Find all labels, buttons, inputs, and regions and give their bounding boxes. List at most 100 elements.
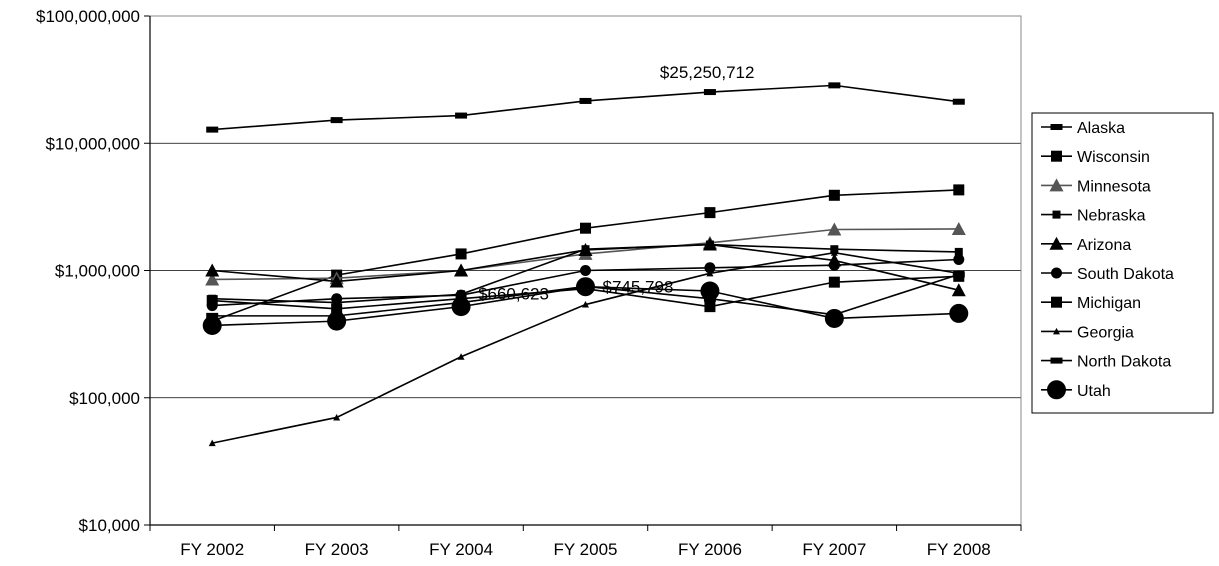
legend-entry: Arizona bbox=[1041, 236, 1131, 254]
point-marker bbox=[578, 242, 593, 256]
legend-entry: Minnesota bbox=[1041, 178, 1151, 195]
point-marker bbox=[582, 301, 589, 308]
point-marker bbox=[455, 112, 468, 119]
legend-label: North Dakota bbox=[1077, 354, 1171, 371]
data-label: $745,798 bbox=[603, 278, 674, 297]
legend-label: South Dakota bbox=[1077, 266, 1174, 283]
point-marker bbox=[454, 263, 469, 277]
point-marker bbox=[828, 276, 840, 288]
point-marker bbox=[576, 277, 595, 297]
point-marker bbox=[580, 222, 591, 234]
x-tick-label: FY 2004 bbox=[429, 540, 493, 559]
point-marker bbox=[327, 311, 347, 331]
legend-entry: Utah bbox=[1041, 380, 1111, 400]
data-annotations: $25,250,712 $745,798 $660,623 bbox=[478, 63, 754, 303]
point-marker bbox=[579, 97, 592, 104]
point-marker bbox=[949, 303, 969, 323]
point-marker bbox=[202, 315, 222, 335]
point-marker bbox=[205, 272, 220, 286]
point-marker bbox=[206, 126, 219, 133]
point-marker bbox=[1050, 357, 1063, 364]
legend-label: Nebraska bbox=[1077, 208, 1146, 225]
point-marker bbox=[828, 189, 840, 201]
y-tick-label: $10,000 bbox=[79, 516, 140, 535]
point-marker bbox=[1047, 380, 1066, 400]
point-marker bbox=[206, 295, 218, 307]
series-line bbox=[212, 84, 959, 131]
point-marker bbox=[702, 237, 717, 251]
x-tick-label: FY 2008 bbox=[927, 540, 991, 559]
point-marker bbox=[208, 439, 216, 447]
point-marker bbox=[827, 222, 842, 236]
point-marker bbox=[455, 248, 467, 260]
legend: Alaska Wisconsin Minnesota Nebraska Arizona S… bbox=[1031, 112, 1214, 414]
point-marker bbox=[828, 259, 840, 271]
point-marker bbox=[703, 89, 716, 96]
legend-entry: Georgia bbox=[1041, 324, 1134, 341]
point-marker bbox=[951, 283, 966, 297]
legend-entry: Nebraska bbox=[1041, 208, 1146, 225]
legend-entry: Alaska bbox=[1041, 120, 1125, 137]
point-marker bbox=[700, 281, 720, 301]
point-marker bbox=[952, 98, 965, 105]
point-marker bbox=[451, 297, 471, 317]
point-marker bbox=[206, 312, 219, 319]
y-tick-label: $100,000 bbox=[69, 389, 140, 408]
point-marker bbox=[704, 262, 716, 274]
data-label: $25,250,712 bbox=[660, 63, 755, 82]
legend-label: Michigan bbox=[1077, 295, 1141, 312]
legend-label: Minnesota bbox=[1077, 178, 1151, 195]
x-tick-label: FY 2005 bbox=[554, 540, 618, 559]
legend-entry: South Dakota bbox=[1041, 266, 1174, 283]
point-marker bbox=[580, 265, 591, 276]
gridlines bbox=[150, 15, 1021, 399]
point-marker bbox=[953, 184, 965, 196]
y-tick-label: $100,000,000 bbox=[36, 7, 140, 26]
point-marker bbox=[331, 303, 343, 315]
legend-label: Arizona bbox=[1077, 237, 1131, 254]
point-marker bbox=[1050, 124, 1063, 130]
legend-label: Utah bbox=[1077, 383, 1111, 400]
x-tick-label: FY 2002 bbox=[180, 540, 244, 559]
point-marker bbox=[457, 353, 465, 360]
point-marker bbox=[953, 254, 965, 266]
point-marker bbox=[704, 207, 716, 219]
point-marker bbox=[1049, 236, 1064, 250]
point-marker bbox=[830, 249, 838, 256]
x-tick-label: FY 2006 bbox=[678, 540, 742, 559]
point-marker bbox=[1049, 178, 1064, 192]
legend-label: Wisconsin bbox=[1077, 149, 1150, 166]
y-tick-label: $1,000,000 bbox=[55, 262, 140, 281]
point-marker bbox=[952, 271, 965, 278]
point-marker bbox=[706, 269, 714, 277]
legend-label: Georgia bbox=[1077, 324, 1134, 341]
legend-entry: Wisconsin bbox=[1041, 149, 1150, 166]
point-marker bbox=[824, 308, 844, 328]
x-tick-label: FY 2007 bbox=[802, 540, 866, 559]
point-marker bbox=[954, 247, 963, 256]
point-marker bbox=[951, 221, 966, 235]
point-marker bbox=[330, 117, 343, 124]
point-marker bbox=[329, 274, 344, 288]
point-marker bbox=[1053, 327, 1060, 335]
x-tick-label: FY 2003 bbox=[305, 540, 369, 559]
axes: $10,000 $100,000 $1,000,000 $10,000,000 $100… bbox=[36, 7, 1022, 559]
series-lines bbox=[202, 82, 969, 447]
point-marker bbox=[333, 413, 341, 421]
legend-entry: Michigan bbox=[1041, 295, 1141, 312]
series-utah bbox=[202, 277, 969, 335]
point-marker bbox=[1051, 267, 1062, 279]
y-tick-label: $10,000,000 bbox=[45, 134, 140, 153]
point-marker bbox=[704, 301, 716, 313]
series-georgia bbox=[208, 249, 963, 447]
point-marker bbox=[828, 82, 841, 89]
point-marker bbox=[331, 293, 343, 305]
legend-entry: North Dakota bbox=[1041, 354, 1171, 371]
data-label: $660,623 bbox=[478, 284, 549, 303]
point-marker bbox=[1052, 210, 1061, 219]
legend-label: Alaska bbox=[1077, 120, 1125, 137]
series-alaska bbox=[206, 82, 965, 133]
point-marker bbox=[205, 263, 220, 277]
point-marker bbox=[1051, 150, 1062, 162]
